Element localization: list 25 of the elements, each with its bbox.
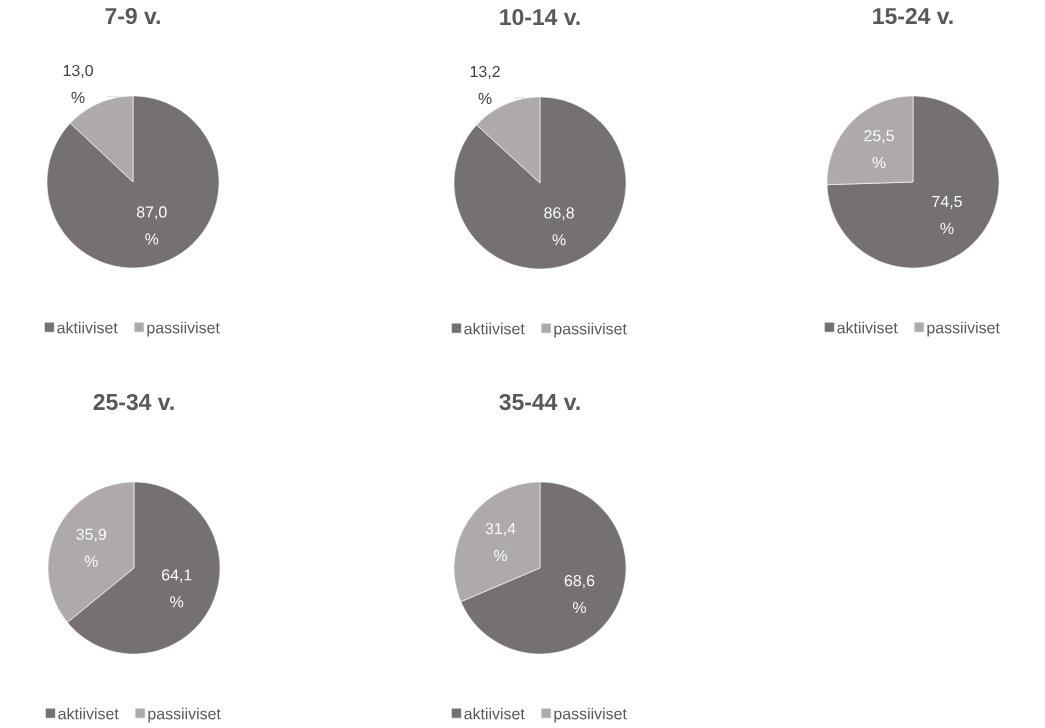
chart-title: 7-9 v. — [105, 7, 160, 25]
legend-label: passiiviset — [148, 707, 221, 723]
legend-label: passiiviset — [927, 321, 1000, 337]
chart-title: 15-24 v. — [873, 7, 953, 25]
data-label: 74,5 % — [932, 195, 962, 234]
data-label: 25,5 % — [864, 130, 894, 169]
chart-title: 35-44 v. — [499, 393, 580, 411]
data-label: 68,6 % — [564, 575, 595, 614]
legend-label: passiiviset — [554, 322, 627, 338]
chart-title: 25-34 v. — [93, 393, 174, 411]
data-label: 13,0 % — [63, 64, 93, 104]
data-label: 87,0 % — [136, 206, 167, 245]
legend-label: aktiiviset — [837, 321, 898, 334]
legend-label: passiiviset — [554, 707, 627, 723]
legend-label: aktiiviset — [464, 707, 525, 720]
data-label: 35,9 % — [76, 528, 107, 567]
data-label: 64,1 % — [162, 569, 192, 608]
legend-label: aktiiviset — [58, 707, 119, 720]
legend-label: aktiiviset — [57, 321, 118, 334]
data-label: 31,4 % — [485, 522, 516, 561]
legend-label: passiiviset — [147, 321, 220, 337]
legend-label: aktiiviset — [464, 322, 525, 335]
data-label: 86,8 % — [544, 207, 574, 246]
chart-title: 10-14 v. — [500, 8, 580, 26]
data-label: 13,2 % — [470, 65, 500, 105]
